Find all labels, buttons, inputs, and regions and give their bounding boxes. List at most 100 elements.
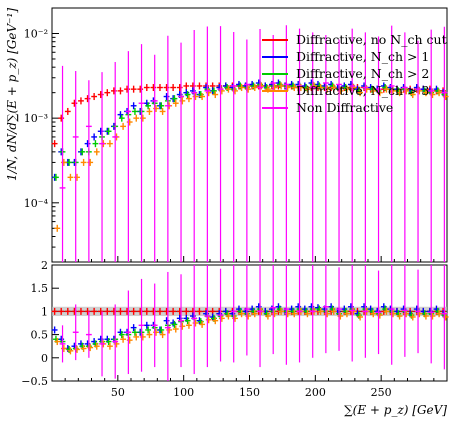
data-point [403,87,410,95]
data-point [99,72,105,262]
ratio-point [218,314,225,322]
ratio-point [99,311,105,377]
data-point [176,84,183,92]
ratio-point [171,320,178,328]
legend-item: Diffractive, N_ch > 1 [262,49,429,64]
ratio-point [442,313,449,321]
ratio-point [51,326,58,334]
series-4-main [59,25,448,262]
data-point [283,25,290,262]
ratio-point [230,265,237,363]
data-point [138,44,145,262]
legend: Diffractive, no N_ch cut Diffractive, N_c… [262,32,447,115]
ratio-point [97,307,104,315]
ratio-point [336,267,342,351]
data-point [362,32,369,262]
data-point [51,140,58,148]
legend-item: Non Diffractive [262,100,393,115]
data-point [245,85,252,93]
ratio-point [401,265,408,357]
legend-label: Diffractive, N_ch > 3 [296,83,429,98]
ratio-point [322,265,329,354]
data-point [311,82,317,90]
ratio-point [349,265,356,362]
ratio-point [51,307,58,315]
data-point [163,84,170,92]
ratio-point [357,313,363,321]
data-point [91,93,98,101]
ratio-point [146,331,153,339]
ratio-point [362,265,369,358]
data-point [276,80,283,88]
data-point [251,84,258,92]
legend-label: Non Diffractive [296,100,393,115]
ratio-point [304,310,311,318]
legend-label: Diffractive, N_ch > 1 [296,49,429,64]
ratio-point [441,265,448,370]
data-point [130,85,137,93]
data-point [67,173,74,181]
data-point [309,32,316,262]
ratio-point [251,310,258,318]
ratio-point [217,268,224,362]
data-point [337,87,344,95]
data-point [58,114,65,122]
legend-label: Diffractive, no N_ch cut [296,32,447,47]
series-4-ratio [59,265,448,381]
data-point [179,97,186,105]
data-point [117,111,124,119]
data-point [171,95,178,103]
data-point [258,82,265,90]
data-point [145,102,152,110]
data-point [157,84,163,92]
ratio-point [110,307,117,315]
data-point [211,87,217,95]
y-tick-label-main: 10⁻² [24,27,48,40]
data-point [104,89,111,97]
data-point [97,91,104,99]
data-point [336,39,342,262]
ratio-point [350,307,357,315]
data-point [97,127,104,135]
ratio-point [396,312,403,320]
ratio-point [192,319,199,327]
y-tick-label-main: 10⁻³ [24,112,48,125]
data-point [383,85,390,93]
data-point [263,84,270,92]
data-point [442,93,449,101]
ratio-point [120,335,126,343]
legend-item: Diffractive, N_ch > 3 [262,83,429,98]
data-point [370,87,377,95]
ratio-point [212,317,219,325]
data-point [250,82,257,90]
ratio-point [205,316,212,324]
ratio-point [91,307,98,315]
data-point [150,84,157,92]
data-point [396,89,403,97]
data-point [357,89,363,97]
series-3-main [54,82,449,232]
ratio-point [291,310,298,318]
data-point [350,84,357,92]
data-point [53,173,59,181]
data-point [163,93,170,101]
ratio-point [204,265,211,368]
data-point [87,158,94,166]
ratio-point [124,307,130,315]
legend-label: Diffractive, N_ch > 2 [296,66,429,81]
y-tick-label-ratio: 2 [41,259,48,272]
y-tick-label-ratio: −0.5 [21,375,48,388]
data-point [59,65,66,262]
data-point [172,99,179,107]
data-point [196,82,203,90]
ratio-point [176,307,183,315]
ratio-point [324,310,331,318]
data-point [164,35,171,262]
data-point [270,34,277,262]
data-point [107,140,113,148]
ratio-point [163,307,170,315]
data-point [290,82,296,90]
ratio-point [126,336,133,344]
ratio-point [71,307,78,315]
ratio-point [172,325,179,333]
